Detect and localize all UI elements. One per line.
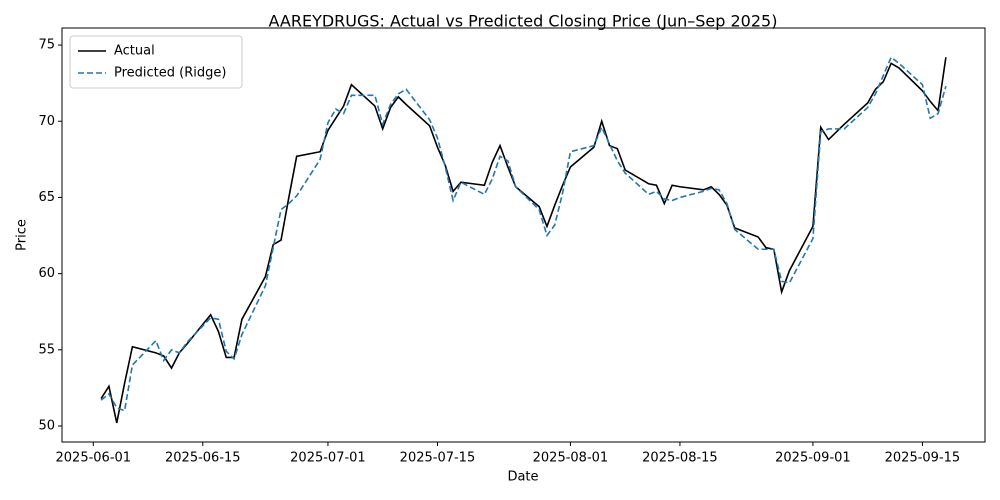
y-axis-label: Price <box>15 219 30 251</box>
y-tick-label: 55 <box>38 342 55 357</box>
x-tick-label: 2025-06-15 <box>165 451 241 466</box>
x-tick-label: 2025-06-01 <box>56 451 132 466</box>
x-axis-label: Date <box>507 470 538 485</box>
y-tick-label: 75 <box>38 38 55 53</box>
x-tick-label: 2025-08-15 <box>642 451 718 466</box>
x-tick-label: 2025-07-15 <box>400 451 476 466</box>
legend-label: Predicted (Ridge) <box>114 66 226 81</box>
y-tick-label: 50 <box>38 419 55 434</box>
legend-box <box>69 35 243 89</box>
y-tick-label: 70 <box>38 114 55 129</box>
x-tick-label: 2025-08-01 <box>533 451 609 466</box>
x-tick-label: 2025-07-01 <box>290 451 366 466</box>
chart-title: AAREYDRUGS: Actual vs Predicted Closing … <box>269 12 778 31</box>
legend-label: Actual <box>114 44 155 59</box>
plot-frame <box>61 27 986 443</box>
series-line <box>100 55 947 412</box>
y-tick-label: 65 <box>38 190 55 205</box>
x-tick-label: 2025-09-01 <box>775 451 851 466</box>
y-tick-label: 60 <box>38 266 55 281</box>
x-tick-label: 2025-09-15 <box>885 451 961 466</box>
